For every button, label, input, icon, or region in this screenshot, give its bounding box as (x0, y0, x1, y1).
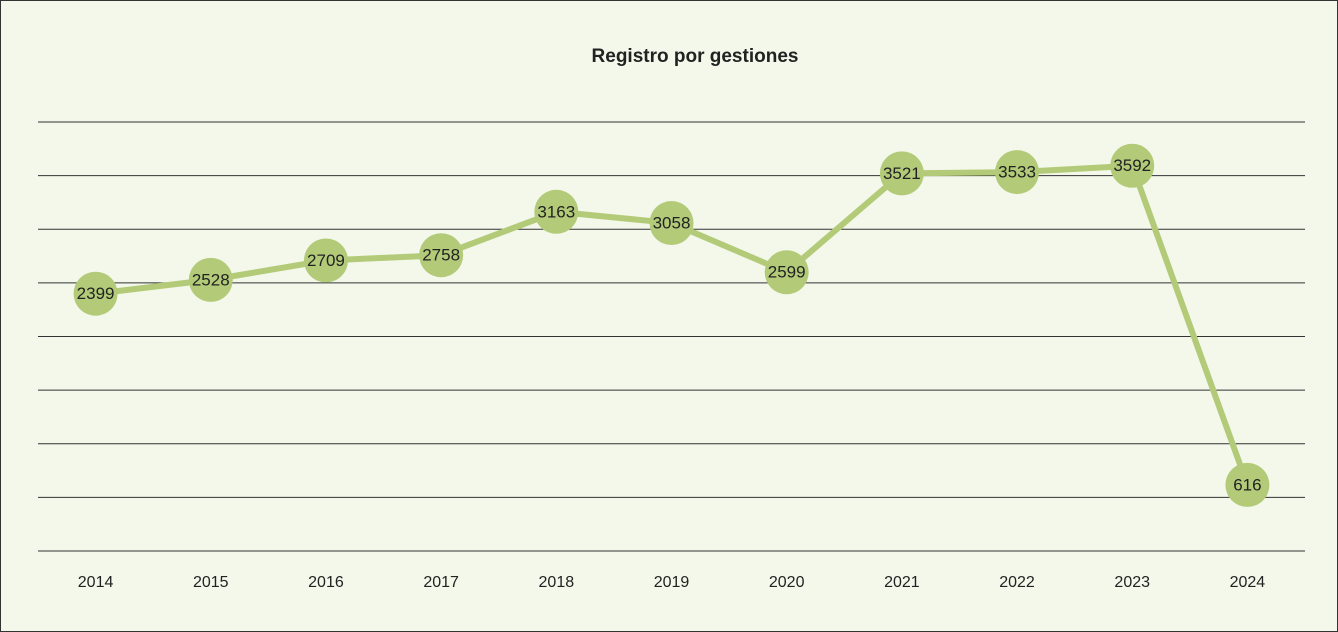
x-tick-label: 2021 (884, 574, 920, 591)
data-label: 2399 (77, 284, 115, 303)
x-tick-label: 2014 (78, 574, 114, 591)
data-label: 3533 (998, 163, 1036, 182)
data-point (1110, 143, 1155, 188)
x-tick-label: 2022 (999, 574, 1035, 591)
data-point (995, 150, 1040, 195)
data-point (534, 189, 579, 234)
x-tick-label: 2019 (654, 574, 690, 591)
data-label: 3521 (883, 164, 921, 183)
data-label: 2758 (422, 246, 460, 265)
data-label: 2528 (192, 270, 230, 289)
chart-title: Registro por gestiones (592, 46, 799, 67)
data-point (73, 271, 118, 316)
data-point (879, 151, 924, 196)
data-point (188, 257, 233, 302)
data-label: 3592 (1113, 156, 1151, 175)
x-tick-label: 2017 (423, 574, 459, 591)
x-tick-label: 2023 (1114, 574, 1150, 591)
data-point (649, 201, 694, 246)
data-label: 616 (1233, 475, 1261, 494)
data-point (764, 250, 809, 295)
data-label: 2709 (307, 251, 345, 270)
data-label: 3058 (653, 214, 691, 233)
x-tick-label: 2015 (193, 574, 229, 591)
data-label: 2599 (768, 263, 806, 282)
x-tick-label: 2020 (769, 574, 805, 591)
x-tick-label: 2024 (1230, 574, 1266, 591)
x-tick-label: 2016 (308, 574, 344, 591)
data-point (419, 233, 464, 278)
data-point (1225, 462, 1270, 507)
data-label: 3163 (537, 202, 575, 221)
data-point (303, 238, 348, 283)
x-tick-label: 2018 (539, 574, 575, 591)
